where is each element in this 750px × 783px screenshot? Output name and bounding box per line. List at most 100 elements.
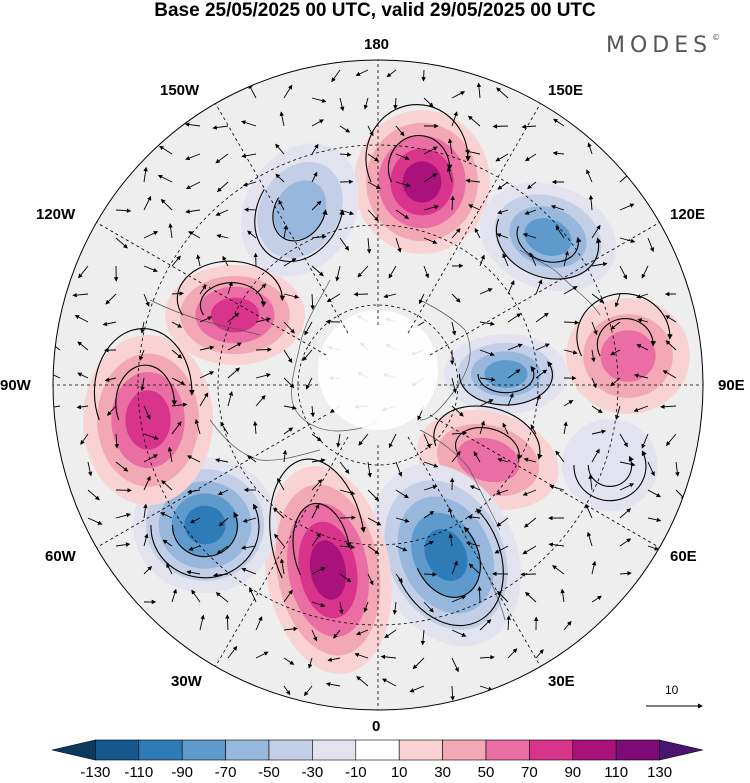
wind-arrow — [311, 532, 321, 547]
wind-arrow — [199, 371, 215, 379]
wind-arrow — [87, 489, 100, 501]
wind-arrow — [586, 169, 593, 183]
lon-label-180: 180 — [364, 36, 390, 53]
wind-arrow — [523, 517, 537, 528]
wind-arrow — [395, 517, 410, 523]
wind-arrow — [619, 461, 636, 467]
wind-arrow — [591, 349, 596, 363]
wind-arrow — [189, 517, 201, 524]
wind-arrow — [311, 97, 327, 103]
wind-arrow — [502, 422, 509, 435]
wind-vectors — [53, 69, 686, 701]
wind-arrow — [311, 234, 327, 239]
wind-arrow — [227, 645, 238, 659]
wind-arrow — [304, 321, 313, 336]
wind-arrow — [395, 125, 405, 137]
wind-arrow — [196, 254, 201, 267]
wind-arrow — [212, 125, 229, 130]
wind-arrow — [227, 281, 233, 295]
wind-arrow — [185, 153, 201, 161]
colorbar-tick-label: -50 — [258, 764, 280, 781]
wind-arrow — [252, 421, 258, 435]
streamline — [596, 318, 657, 357]
wind-arrow — [283, 377, 295, 389]
wind-arrow — [522, 489, 537, 496]
lon-label-30w: 30W — [171, 673, 202, 690]
wind-arrow — [283, 427, 294, 435]
wind-arrow — [363, 601, 369, 613]
meridian — [96, 222, 327, 356]
wind-arrow — [552, 565, 565, 575]
wind-arrow — [587, 142, 593, 155]
wind-arrow — [162, 539, 173, 547]
wind-arrow — [279, 111, 285, 127]
wind-arrow — [139, 349, 145, 361]
wind-arrow — [423, 572, 437, 577]
latitude-circle — [217, 224, 539, 546]
wind-arrow — [450, 685, 455, 701]
wind-arrow — [525, 591, 537, 603]
wind-arrow — [275, 173, 285, 183]
wind-arrow — [74, 315, 89, 323]
colorbar-tick-label: 30 — [434, 764, 451, 781]
wind-arrow — [555, 225, 565, 239]
wind-arrow — [420, 629, 426, 646]
streamline — [150, 503, 260, 579]
wind-arrow — [115, 208, 132, 213]
wind-arrow — [217, 489, 229, 496]
wind-arrow — [636, 293, 649, 299]
wind-arrow — [255, 651, 269, 659]
wind-arrow — [199, 284, 207, 295]
wind-arrow — [215, 592, 229, 603]
wind-arrow — [366, 237, 372, 254]
wind-arrow — [468, 204, 481, 211]
colorbar-cell — [138, 739, 183, 761]
wind-arrow — [555, 450, 565, 463]
wind-arrow — [496, 87, 509, 99]
wind-arrow — [388, 265, 397, 279]
wind-arrow — [143, 293, 150, 307]
colorbar-tick-label: -130 — [80, 764, 111, 781]
wind-arrow — [283, 657, 295, 665]
wind-arrow — [507, 392, 514, 407]
wind-arrow — [451, 560, 458, 575]
wind-arrow — [166, 563, 173, 575]
wind-arrow — [168, 223, 173, 239]
wind-arrow — [550, 204, 565, 211]
wind-arrow — [395, 209, 410, 220]
wind-arrow — [255, 347, 272, 352]
circulation — [576, 293, 673, 357]
wind-arrow — [302, 349, 313, 361]
streamline — [576, 293, 673, 357]
wind-arrow — [311, 479, 323, 491]
wind-arrow — [383, 293, 397, 299]
wind-arrow — [171, 255, 181, 267]
streamline — [495, 218, 602, 280]
wind-arrow — [591, 405, 603, 414]
wind-arrow — [283, 224, 288, 239]
coastlines — [149, 249, 601, 621]
wind-arrow — [216, 233, 229, 239]
wind-arrow — [171, 377, 186, 385]
wind-arrow — [647, 545, 660, 551]
wind-arrow — [339, 237, 350, 251]
wind-arrow — [591, 560, 597, 575]
wind-arrow — [331, 69, 341, 83]
wind-arrow — [451, 377, 457, 394]
wind-arrow — [167, 446, 173, 463]
wind-arrow — [311, 171, 318, 183]
streamline — [433, 405, 543, 460]
wind-arrow — [591, 261, 608, 267]
wind-arrow — [636, 344, 649, 351]
scale-arrow-label: 10 — [665, 683, 679, 697]
wind-arrow — [143, 265, 158, 273]
wind-arrow — [563, 286, 578, 295]
wind-arrow — [619, 433, 628, 448]
wind-arrow — [310, 293, 315, 310]
wind-arrow — [619, 265, 628, 280]
wind-arrow — [591, 595, 602, 603]
negative-anomaly — [562, 419, 658, 511]
colorbar-tick-label: 50 — [477, 764, 495, 781]
streamline — [176, 260, 286, 316]
wind-arrow — [451, 321, 457, 336]
